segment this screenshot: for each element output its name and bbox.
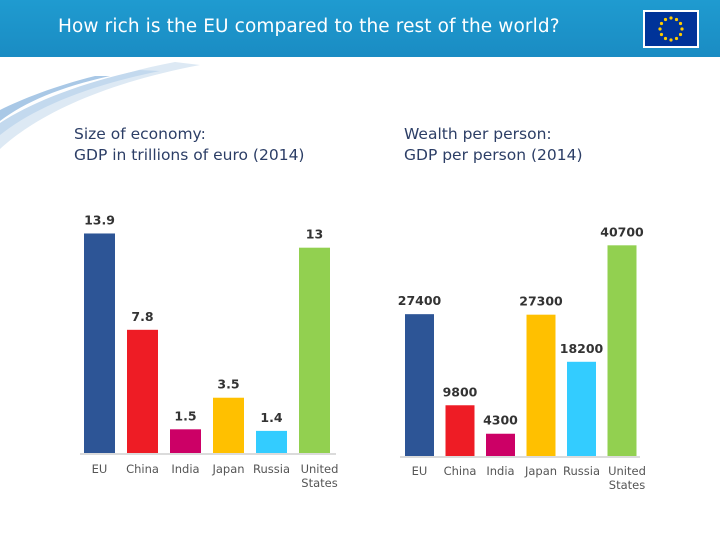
bar-india: [170, 429, 201, 453]
bar-united-states: [299, 247, 330, 453]
value-label: 18200: [560, 341, 604, 356]
bar-eu: [84, 233, 115, 453]
bar-russia: [256, 430, 287, 453]
category-label: EU: [92, 462, 108, 476]
bar-japan: [526, 314, 556, 456]
bar-china: [445, 405, 475, 456]
left-chart-title: Size of economy: GDP in trillions of eur…: [74, 124, 304, 166]
bar-china: [127, 329, 158, 453]
value-label: 3.5: [217, 377, 239, 392]
value-label: 13.9: [84, 212, 115, 227]
right-chart-title-line1: Wealth per person:: [404, 125, 552, 143]
category-label: EU: [412, 464, 428, 478]
bar-india: [486, 433, 515, 456]
category-label: United States: [301, 462, 339, 490]
category-label: Russia: [253, 462, 290, 476]
category-label: Japan: [211, 462, 244, 476]
value-label: 27300: [519, 294, 563, 309]
category-label: Russia: [563, 464, 600, 478]
bar-japan: [213, 397, 244, 453]
value-label: 40700: [600, 224, 644, 239]
eu-flag-icon: [643, 10, 699, 48]
right-chart-title-line2: GDP per person (2014): [404, 146, 583, 164]
bar-eu: [405, 314, 434, 456]
category-label: United States: [608, 464, 646, 492]
right-chart-title: Wealth per person: GDP per person (2014): [404, 124, 583, 166]
value-label: 1.4: [260, 410, 282, 425]
value-label: 9800: [443, 384, 478, 399]
value-label: 7.8: [131, 309, 153, 324]
left-chart-title-line2: GDP in trillions of euro (2014): [74, 146, 305, 164]
page-title: How rich is the EU compared to the rest …: [58, 16, 560, 37]
category-label: India: [171, 462, 199, 476]
category-label: India: [486, 464, 514, 478]
left-chart-title-line1: Size of economy:: [74, 125, 206, 143]
bar-russia: [567, 361, 596, 456]
value-label: 4300: [483, 413, 518, 428]
header-bar: How rich is the EU compared to the rest …: [0, 0, 720, 57]
value-label: 1.5: [174, 408, 196, 423]
category-label: China: [126, 462, 159, 476]
value-label: 27400: [398, 293, 442, 308]
value-label: 13: [306, 227, 323, 242]
bar-united-states: [607, 245, 637, 456]
category-label: China: [444, 464, 477, 478]
category-label: Japan: [524, 464, 557, 478]
